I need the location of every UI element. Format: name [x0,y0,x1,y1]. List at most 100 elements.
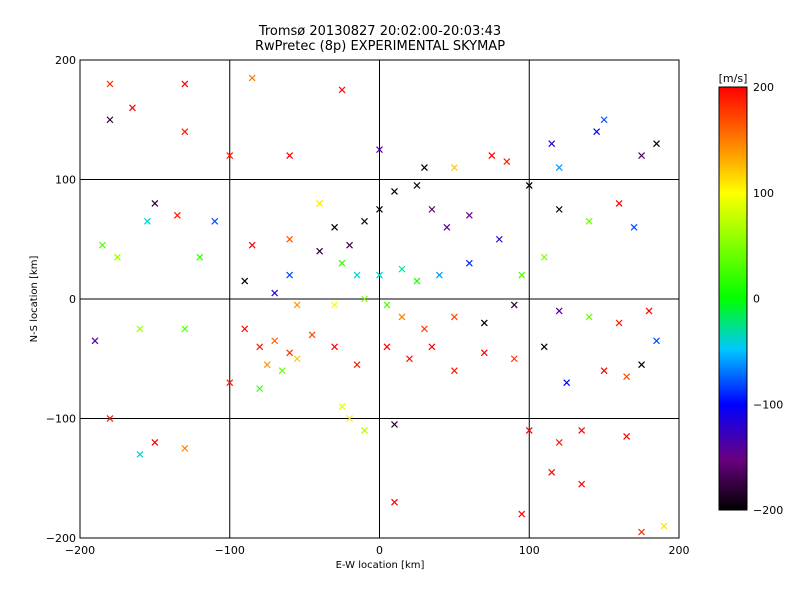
scatter-point [421,325,428,333]
scatter-point [525,427,533,434]
scatter-point [376,146,383,154]
scatter-point [593,128,601,136]
scatter-point [286,349,294,357]
scatter-point [630,223,638,231]
y-tick-labels: −200 −100 0 100 200 [46,54,76,545]
scatter-point [578,427,586,434]
scatter-point [578,480,586,488]
scatter-point [480,319,488,327]
plot-frame [79,59,680,539]
scatter-point [503,158,511,165]
scatter-point [308,331,316,339]
scatter-point [391,421,398,428]
scatter-point [106,116,114,124]
scatter-point [615,319,623,327]
scatter-point [653,337,660,345]
scatter-point [256,343,264,351]
scatter-point [286,152,294,160]
colorbar-tick-label: 200 [753,81,774,94]
scatter-point [413,277,421,285]
x-tick-label: −200 [65,544,95,557]
scatter-point [518,271,526,279]
scatter-point [623,373,631,381]
scatter-point [226,152,234,160]
scatter-point [428,205,436,213]
scatter-point [548,140,556,148]
scatter-point [376,205,383,213]
x-tick-labels: −200 −100 0 100 200 [65,544,690,557]
scatter-point [331,223,338,231]
y-tick-label: 200 [55,54,76,67]
scatter-point [421,164,428,171]
scatter-point [338,259,346,267]
colorbar-tick-label: 0 [753,293,760,306]
y-tick-label: −100 [46,413,76,426]
scatter-point [555,438,563,446]
scatter-point [136,450,144,458]
scatter-point [248,74,256,82]
colorbar-tick-label: −200 [753,504,783,517]
scatter-point [338,86,346,94]
scatter-point [660,522,668,530]
y-tick-label: −200 [46,532,76,545]
scatter-point [106,415,114,422]
scatter-point [540,253,548,261]
scatter-point [263,361,271,369]
scatter-point [585,217,593,225]
grid-lines [80,60,679,538]
scatter-point [316,247,324,255]
scatter-point [361,427,368,434]
scatter-point [211,217,219,225]
scatter-point [638,528,645,536]
scatter-point [331,343,338,351]
scatter-point [398,313,406,321]
scatter-point [136,325,144,333]
scatter-point [181,444,189,452]
scatter-point [151,438,159,446]
scatter-point [181,80,189,88]
scatter-point [316,199,324,207]
scatter-point [256,385,264,393]
scatter-point [173,211,181,219]
scatter-point [563,379,571,387]
scatter-point [555,164,563,171]
scatter-point [413,182,421,189]
chart-subtitle: RwPretec (8p) EXPERIMENTAL SKYMAP [255,39,505,54]
scatter-point [346,241,353,249]
scatter-point [585,313,593,321]
scatter-point [353,361,361,369]
scatter-point [181,325,189,333]
scatter-point [271,337,279,345]
scatter-point [465,211,473,219]
scatter-point [248,241,256,249]
scatter-point [653,140,660,148]
scatter-point [331,301,338,309]
x-tick-label: 100 [519,544,540,557]
scatter-point [391,188,398,195]
scatter-point [465,259,473,267]
y-tick-label: 0 [69,293,76,306]
scatter-point [406,355,413,363]
scatter-point [638,361,645,369]
y-axis-label: N-S location [km] [29,256,40,343]
scatter-point [383,343,391,351]
scatter-point [495,235,503,243]
scatter-point [540,343,548,351]
scatter-point [435,271,443,279]
scatter-point [600,367,608,375]
data-points [91,74,668,536]
scatter-point [338,403,346,410]
scatter-point [398,265,406,273]
scatter-point [151,199,159,207]
scatter-point [361,295,368,303]
scatter-point [278,367,286,375]
scatter-point [450,313,458,321]
scatter-point [443,223,451,231]
scatter-point [181,128,189,136]
scatter-point [555,307,563,315]
scatter-point [196,253,204,261]
scatter-point [286,271,294,279]
scatter-point [376,271,383,279]
scatter-point [391,498,398,506]
